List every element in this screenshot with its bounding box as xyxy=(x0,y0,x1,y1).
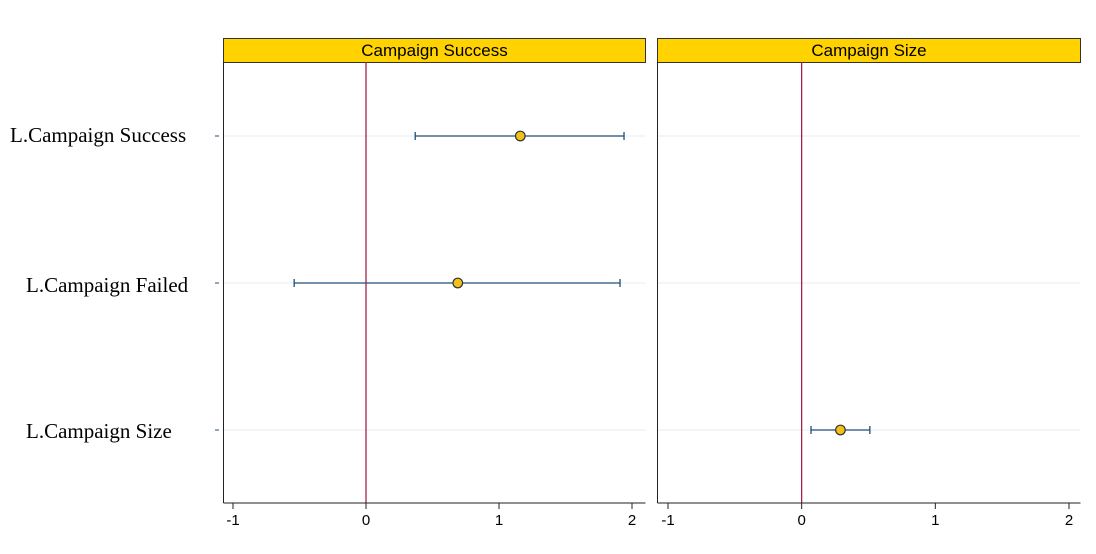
x-tick-label-1: 0 xyxy=(797,512,805,529)
estimates-campaign-size xyxy=(810,424,871,436)
panel-header-campaign-size xyxy=(657,38,1081,63)
panel-campaign-size: Campaign Size -1 0 1 2 xyxy=(657,38,1081,529)
row-label-campaign-success: L.Campaign Success xyxy=(10,123,186,147)
point-estimate-1 xyxy=(452,277,464,289)
row-label-campaign-failed: L.Campaign Failed xyxy=(26,273,189,297)
x-ticks-campaign-success: -1 0 1 2 xyxy=(226,503,636,529)
x-tick-label-3: 2 xyxy=(628,512,636,529)
x-ticks-campaign-size: -1 0 1 2 xyxy=(661,503,1073,529)
x-tick-label-2: 1 xyxy=(495,512,503,529)
x-tick-label-2: 1 xyxy=(931,512,939,529)
x-tick-label-1: 0 xyxy=(362,512,370,529)
row-labels: L.Campaign Success L.Campaign Failed L.C… xyxy=(10,123,189,443)
panel-header-campaign-success xyxy=(223,38,646,63)
x-tick-label-0: -1 xyxy=(661,512,674,529)
grid-lines-campaign-size xyxy=(657,135,1081,431)
point-estimate-0 xyxy=(835,424,846,436)
point-estimate-0 xyxy=(514,130,526,142)
panel-campaign-success: Campaign Success -1 0 1 2 xyxy=(223,38,646,529)
panel-title-campaign-size: Campaign Size xyxy=(811,41,926,60)
panel-title-campaign-success: Campaign Success xyxy=(361,41,507,60)
x-tick-label-3: 2 xyxy=(1065,512,1073,529)
x-tick-label-0: -1 xyxy=(226,512,239,529)
row-label-campaign-size: L.Campaign Size xyxy=(26,419,172,443)
estimates-campaign-success xyxy=(293,130,625,289)
y-axis xyxy=(214,40,219,500)
